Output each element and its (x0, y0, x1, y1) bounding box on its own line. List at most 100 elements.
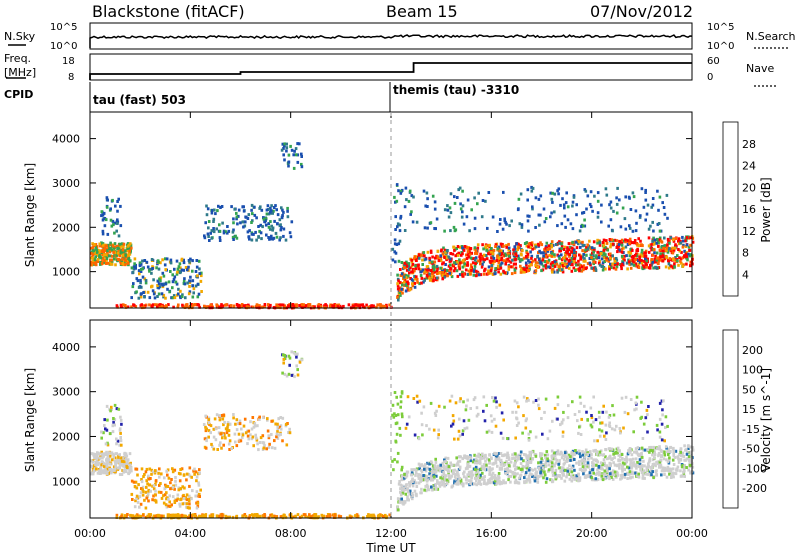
velocity-cell (609, 472, 612, 476)
velocity-cell (167, 514, 170, 518)
power-cell (669, 247, 673, 251)
power-cell (648, 266, 651, 270)
power-cell (403, 266, 406, 270)
power-cell (560, 222, 564, 226)
power-cell (552, 243, 555, 247)
power-cell (226, 225, 229, 228)
velocity-cell (255, 436, 258, 440)
velocity-cell (105, 428, 109, 432)
power-cell (307, 304, 310, 308)
power-cell (564, 252, 567, 256)
velocity-cell (435, 486, 438, 490)
power-cell (489, 252, 492, 256)
power-cell (531, 247, 534, 251)
velocity-cell (424, 489, 428, 493)
velocity-cell (625, 455, 628, 459)
power-cell (106, 232, 110, 236)
power-cell (407, 282, 410, 286)
velocity-cell (634, 447, 638, 451)
power-cell (561, 264, 565, 268)
power-cell (579, 255, 583, 259)
power-cell (667, 266, 671, 270)
power-cell (124, 263, 127, 267)
power-cell (424, 204, 427, 208)
velocity-cell (646, 472, 649, 476)
velocity-cell (221, 515, 224, 519)
power-cell (458, 267, 461, 271)
velocity-cell (176, 493, 180, 497)
power-cell (557, 187, 561, 191)
velocity-cell (473, 458, 476, 462)
power-cell (657, 222, 661, 225)
velocity-cell (442, 472, 446, 476)
power-cell (398, 286, 402, 290)
power-cell (218, 239, 222, 242)
velocity-cell (630, 465, 634, 469)
velocity-cell (667, 453, 670, 457)
power-cell (270, 224, 273, 228)
velocity-cell (660, 473, 663, 477)
velocity-cell (482, 482, 486, 485)
velocity-cell (445, 480, 449, 484)
velocity-cell (521, 465, 525, 468)
power-cell (567, 262, 571, 266)
velocity-cell (631, 475, 634, 479)
velocity-cell (178, 514, 182, 518)
velocity-cell (475, 454, 479, 458)
velocity-cell (228, 439, 232, 443)
power-cell (546, 261, 549, 265)
velocity-cell (642, 469, 645, 473)
power-cell (631, 229, 635, 233)
power-cell (99, 255, 102, 259)
velocity-cell (554, 477, 558, 481)
power-cell (435, 217, 439, 221)
power-cell (179, 295, 182, 299)
velocity-cell (366, 515, 369, 518)
power-cell (645, 259, 649, 263)
velocity-cell (483, 478, 486, 482)
velocity-cell (517, 481, 521, 485)
velocity-cell (243, 513, 247, 516)
power-cell (526, 269, 529, 273)
power-cell (145, 260, 149, 264)
power-cell (103, 224, 107, 228)
velocity-cell (426, 461, 429, 465)
velocity-cell (102, 454, 105, 458)
power-cell (607, 259, 611, 263)
power-cell (195, 259, 199, 262)
velocity-cell (276, 427, 280, 431)
velocity-cell (582, 472, 585, 476)
power-cell (169, 261, 173, 265)
power-cell (568, 258, 572, 262)
power-cell (531, 186, 535, 190)
power-cell (585, 207, 588, 211)
power-cell (337, 303, 341, 307)
power-cell (397, 298, 400, 302)
velocity-cell (629, 463, 632, 467)
power-cell (463, 245, 467, 248)
velocity-cell (101, 461, 104, 465)
power-cell (657, 262, 660, 266)
velocity-cell (160, 514, 164, 518)
velocity-cell (146, 482, 149, 486)
power-cell (644, 191, 647, 194)
velocity-cell (109, 462, 112, 466)
velocity-cell (505, 467, 508, 471)
power-cell (449, 192, 453, 196)
power-cell (610, 238, 614, 242)
velocity-cell (439, 476, 442, 480)
power-cell (523, 242, 527, 245)
power-cell (139, 268, 143, 271)
power-cell (574, 261, 578, 265)
velocity-cell (537, 461, 540, 465)
power-cell (275, 303, 278, 307)
power-cell (237, 208, 241, 212)
velocity-cell (399, 490, 402, 494)
power-cell (563, 263, 567, 267)
power-cell (577, 259, 580, 263)
power-cell (527, 259, 530, 262)
power-cell (534, 245, 538, 249)
power-cell (103, 259, 106, 263)
power-cell (397, 259, 401, 263)
velocity-cell (496, 464, 499, 468)
